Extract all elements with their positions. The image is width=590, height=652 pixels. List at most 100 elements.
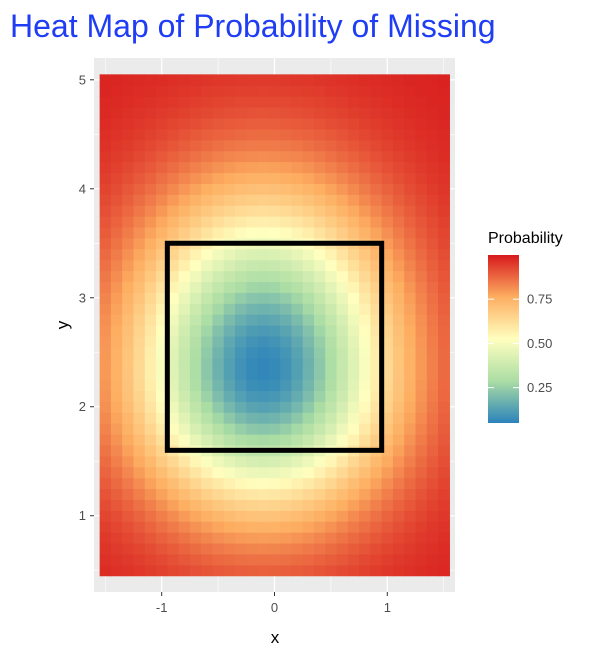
heatmap-tile (336, 553, 349, 566)
heatmap-tile (381, 259, 394, 272)
strike-zone (164, 240, 385, 453)
heatmap-tile (235, 390, 247, 402)
heatmap-tile (133, 368, 146, 381)
heatmap-tile (212, 281, 225, 293)
heatmap-tile (359, 379, 371, 391)
heatmap-tile (325, 521, 338, 533)
heatmap-tile (167, 150, 180, 163)
heatmap-tile (246, 74, 259, 86)
heatmap-tile (302, 74, 315, 86)
heatmap-tile (381, 521, 394, 533)
heatmap-tile (246, 194, 259, 206)
heatmap-tile (110, 259, 123, 272)
heatmap-tile (280, 107, 293, 119)
heatmap-tile (438, 455, 450, 468)
heatmap-tile (426, 335, 439, 348)
heatmap-tile (302, 477, 315, 490)
heatmap-tile (438, 107, 450, 119)
heatmap-tile (280, 314, 293, 326)
x-axis: -1 0 1 (156, 592, 391, 615)
heatmap-tile (223, 314, 236, 326)
heatmap-tile (426, 172, 439, 184)
heatmap-tile (110, 107, 123, 119)
heatmap-tile (280, 510, 293, 522)
heatmap-tile (438, 488, 450, 500)
heatmap-tile (144, 346, 157, 359)
heatmap-tile (415, 553, 428, 566)
heatmap-tile (404, 85, 417, 97)
heatmap-tile (156, 488, 168, 500)
heatmap-tile (133, 423, 146, 435)
heatmap-tile (110, 117, 123, 130)
heatmap-tile (325, 532, 338, 544)
heatmap-tile (99, 455, 112, 468)
heatmap-tile (438, 74, 450, 86)
heatmap-tile (268, 390, 281, 402)
heatmap-tile (212, 161, 225, 174)
heatmap-tile (392, 488, 405, 500)
heatmap-tile (359, 357, 371, 370)
heatmap-tile (99, 325, 112, 337)
heatmap-tile (426, 150, 439, 163)
heatmap-tile (99, 401, 112, 413)
heatmap-tile (426, 412, 439, 424)
heatmap-tile (235, 510, 247, 522)
heatmap-tile (133, 248, 146, 261)
heatmap-tile (223, 477, 236, 490)
heatmap-tile (201, 423, 214, 435)
heatmap-tile (347, 379, 360, 391)
heatmap-tile (392, 314, 405, 326)
heatmap-tile (167, 248, 180, 261)
heatmap-tile (110, 542, 123, 555)
heatmap-tile (392, 401, 405, 413)
heatmap-tile (347, 117, 360, 130)
heatmap-tile (268, 292, 281, 304)
heatmap-tile (359, 368, 371, 381)
heatmap-tile (167, 477, 180, 490)
heatmap-tile (426, 85, 439, 97)
heatmap-tile (246, 183, 259, 195)
heatmap-tile (347, 510, 360, 522)
heatmap-tile (426, 466, 439, 479)
heatmap-tile (212, 107, 225, 119)
heatmap-tile (246, 85, 259, 97)
heatmap-tile (122, 216, 135, 228)
heatmap-tile (268, 357, 281, 370)
heatmap-tile (144, 292, 157, 304)
heatmap-tile (223, 226, 236, 239)
heatmap-tile (110, 564, 123, 577)
heatmap-tile (189, 150, 202, 163)
heatmap-tile (313, 150, 326, 163)
heatmap-tile (359, 161, 371, 174)
heatmap-tile (133, 270, 146, 283)
heatmap-tile (110, 303, 123, 315)
heatmap-tile (359, 499, 371, 511)
heatmap-tile (325, 205, 338, 217)
heatmap-tile (392, 390, 405, 402)
heatmap-tile (313, 96, 326, 108)
y-tick-label: 5 (79, 72, 86, 87)
heatmap-tile (133, 161, 146, 174)
heatmap-tile (122, 335, 135, 348)
heatmap-tile (336, 510, 349, 522)
heatmap-tile (235, 521, 247, 533)
heatmap-tile (257, 488, 270, 500)
heatmap-tile (110, 96, 123, 108)
heatmap-tile (302, 259, 315, 272)
heatmap-tile (336, 423, 349, 435)
heatmap-tile (223, 390, 236, 402)
heatmap-tile (325, 488, 338, 500)
heatmap-tile (336, 325, 349, 337)
heatmap-tile (246, 357, 259, 370)
heatmap-tile (235, 346, 247, 359)
heatmap-tile (178, 205, 191, 217)
heatmap-tile (336, 412, 349, 424)
heatmap-tile (370, 85, 383, 97)
heatmap-tile (156, 444, 168, 457)
heatmap-tile (212, 226, 225, 239)
heatmap-tile (325, 553, 338, 566)
heatmap-tile (212, 564, 225, 577)
heatmap-tile (359, 488, 371, 500)
heatmap-tile (291, 281, 304, 293)
heatmap-tile (426, 401, 439, 413)
